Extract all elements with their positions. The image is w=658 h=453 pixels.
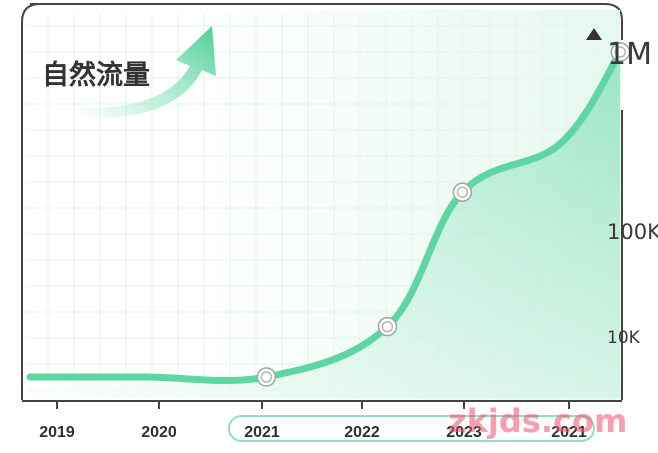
series-markers <box>256 42 631 387</box>
x-tick-label-5: 2021 <box>551 424 587 441</box>
x-ticks <box>56 401 570 409</box>
x-tick-label-1: 2020 <box>141 424 177 441</box>
x-tick-labels: 2019 2020 2021 2022 2023 2021 <box>39 424 587 441</box>
watermark: zkjds.com <box>448 402 627 440</box>
marker-inner-2 <box>456 186 469 198</box>
x-tick-label-0: 2019 <box>39 424 75 441</box>
chart-frame <box>21 3 623 400</box>
y-axis-arrow-icon <box>586 28 602 40</box>
y-tick-label-1: 100K <box>607 220 658 244</box>
marker-inner-0 <box>260 371 273 383</box>
x-tick-label-2: 2021 <box>244 424 280 441</box>
x-tick-label-4: 2023 <box>446 424 482 441</box>
y-tick-labels: 10K 100K 1M <box>607 37 658 348</box>
marker-inner-1 <box>381 320 394 333</box>
chart-title: 自然流量 <box>42 59 150 91</box>
marker-inner-3 <box>614 46 627 58</box>
x-tick-label-3: 2022 <box>344 424 380 441</box>
x-range-highlight <box>228 415 595 442</box>
y-tick-label-0: 10K <box>607 328 641 348</box>
series-area-fade <box>30 52 621 398</box>
growth-arrow-icon <box>80 26 216 119</box>
y-tick-label-2: 1M <box>607 37 652 72</box>
